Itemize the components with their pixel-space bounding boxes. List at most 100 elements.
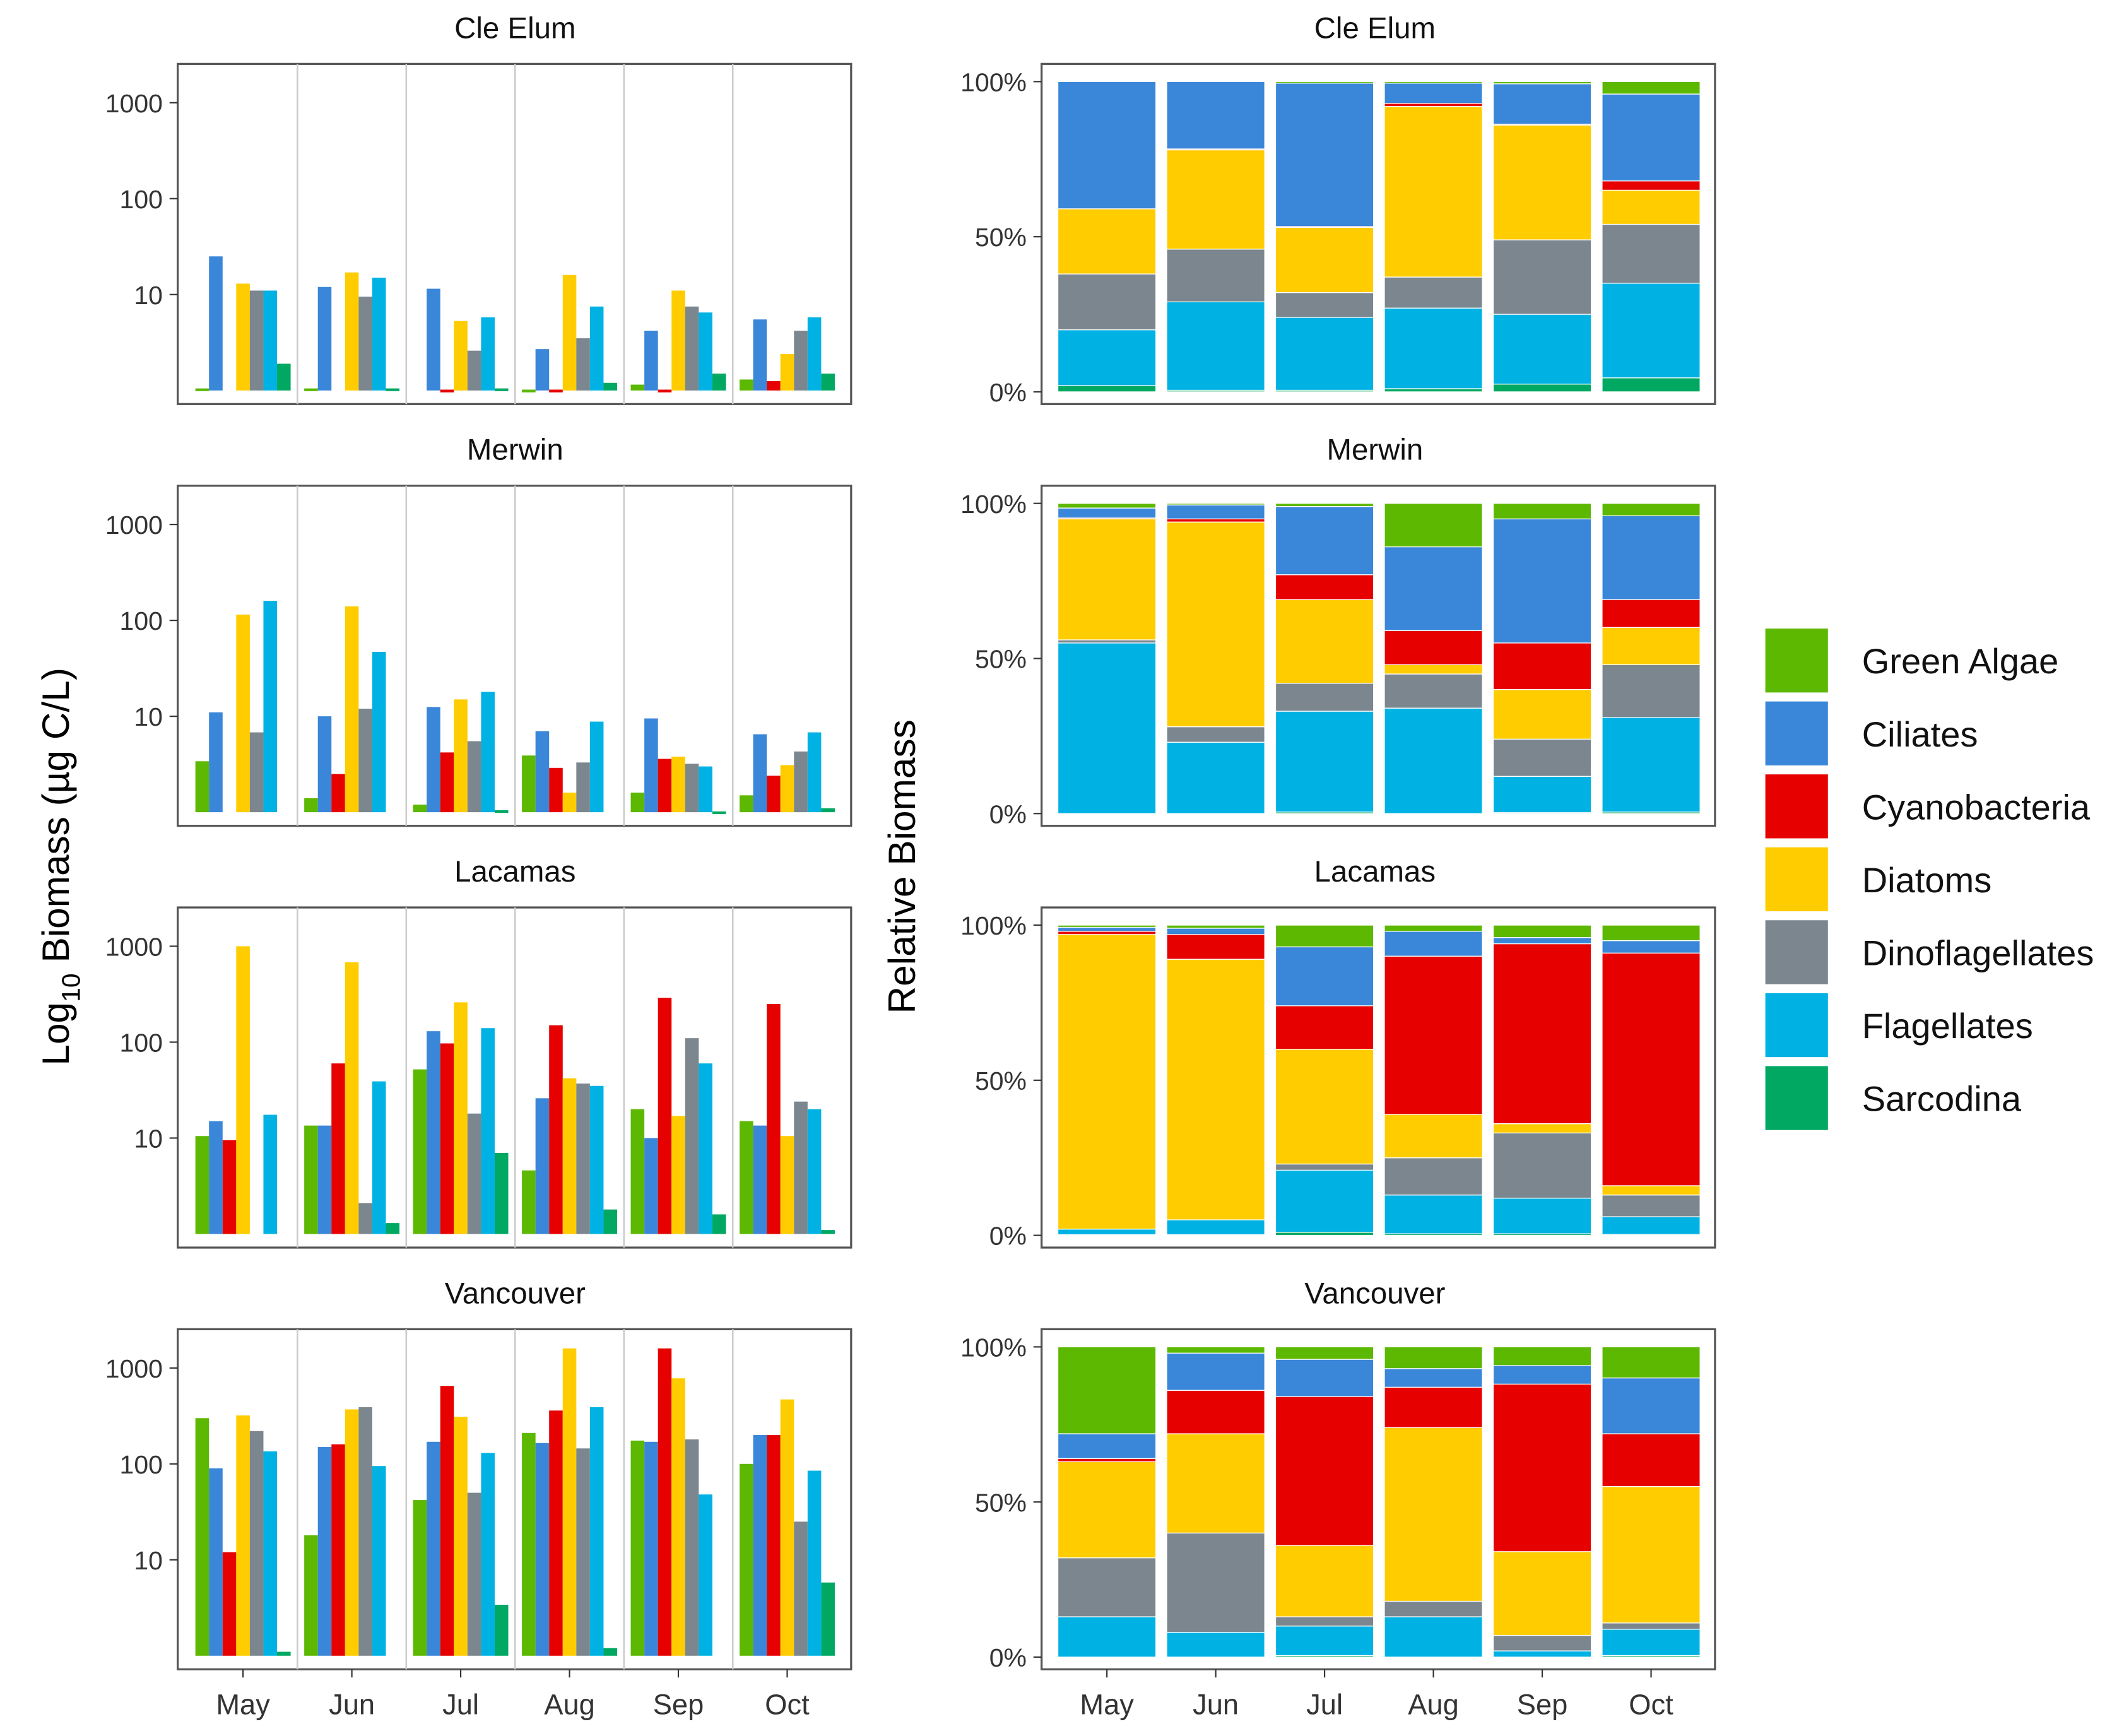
stack-diatoms (1492, 1123, 1592, 1134)
stack-green-algae (1057, 1346, 1157, 1434)
y-tick-label: 1000 (105, 933, 163, 962)
y-tick-label: 1000 (105, 1354, 163, 1383)
stack-dinoflagellates (1275, 1163, 1374, 1171)
stack-dinoflagellates (1384, 1157, 1483, 1196)
bar-dinoflagellates (794, 751, 808, 813)
stack-diatoms (1492, 1551, 1592, 1636)
x-tick-label: May (1080, 1689, 1134, 1721)
bar-sarcodina (821, 1582, 835, 1656)
stack-dinoflagellates (1275, 1616, 1374, 1627)
bar-cyanobacteria (549, 767, 563, 813)
bar-dinoflagellates (685, 306, 699, 391)
bar-diatoms (671, 290, 685, 391)
bar-diatoms (345, 606, 359, 813)
y-tick-label: 10 (134, 1546, 163, 1575)
stack-diatoms (1384, 106, 1483, 278)
bar-diatoms (780, 353, 794, 391)
stack-diatoms (1166, 149, 1265, 250)
y-tick-label: 0% (989, 378, 1027, 407)
stack-ciliates (1275, 505, 1374, 576)
bar-ciliates (644, 1138, 658, 1234)
bar-diatoms (671, 1116, 685, 1234)
bar-sarcodina (386, 388, 400, 391)
stack-green-algae (1602, 503, 1701, 517)
bar-sarcodina (821, 808, 835, 813)
bar-ciliates (209, 1121, 223, 1234)
x-tick-label: Jun (1193, 1689, 1239, 1721)
x-tick-label: Sep (1517, 1689, 1568, 1721)
y-tick-label: 100 (120, 606, 163, 635)
relative-panel-merwin: Merwin 100% 50% 0% (960, 434, 1716, 829)
stack-cyanobacteria (1057, 1458, 1157, 1462)
stack-cyanobacteria (1384, 630, 1483, 665)
stack-green-algae (1384, 1346, 1483, 1369)
y-tick-label: 1000 (105, 511, 163, 540)
panel-title: Lacamas (1314, 855, 1436, 889)
bar-cyanobacteria (767, 1435, 781, 1656)
stack-cyanobacteria (1166, 1390, 1265, 1434)
bar-flagellates (699, 1494, 712, 1656)
bar-ciliates (317, 1447, 332, 1656)
stack-ciliates (1384, 546, 1483, 631)
x-tick-label: Aug (1408, 1689, 1459, 1721)
bar-cyanobacteria (331, 1444, 345, 1656)
stack-flagellates (1166, 1631, 1265, 1658)
stack-dinoflagellates (1492, 1132, 1592, 1199)
bar-ciliates (209, 712, 223, 813)
stack-green-algae (1602, 1346, 1701, 1379)
stack-cyanobacteria (1602, 180, 1701, 191)
bar-flagellates (807, 317, 822, 391)
bar-green-algae (522, 389, 536, 393)
legend-label: Cyanobacteria (1862, 787, 2091, 827)
stack-cyanobacteria (1057, 931, 1157, 935)
bar-flagellates (699, 1063, 712, 1234)
bar-diatoms (562, 1078, 577, 1234)
log-panel-vancouver: Vancouver 1000 100 10 May Jun Jul Aug Sep Oct (105, 1277, 853, 1721)
bar-flagellates (481, 692, 495, 813)
stack-flagellates (1602, 283, 1701, 379)
stack-flagellates (1492, 1197, 1592, 1234)
stack-green-algae (1166, 924, 1265, 929)
stack-dinoflagellates (1602, 223, 1701, 284)
bar-flagellates (263, 290, 278, 391)
bar-cyanobacteria (440, 752, 454, 813)
bar-green-algae (195, 1418, 209, 1656)
stack-diatoms (1057, 1461, 1157, 1559)
bar-ciliates (317, 286, 332, 391)
bar-dinoflagellates (576, 1448, 590, 1656)
bar-dinoflagellates (576, 762, 590, 813)
bar-ciliates (317, 716, 332, 813)
bar-cyanobacteria (549, 389, 563, 393)
bar-green-algae (522, 755, 536, 813)
stack-ciliates (1602, 93, 1701, 182)
bar-ciliates (535, 1098, 550, 1234)
bar-flagellates (263, 1114, 278, 1234)
bar-flagellates (699, 312, 712, 391)
bar-dinoflagellates (249, 732, 264, 813)
bar-green-algae (413, 1500, 427, 1656)
stack-flagellates (1492, 776, 1592, 813)
bar-sarcodina (821, 1230, 835, 1234)
bar-sarcodina (494, 810, 509, 813)
bar-sarcodina (603, 382, 618, 391)
relative-panel-cle-elum: Cle Elum 100% 50% 0% (960, 11, 1716, 407)
x-tick-label: Jun (329, 1689, 375, 1721)
stack-dinoflagellates (1166, 1532, 1265, 1633)
stack-dinoflagellates (1602, 664, 1701, 718)
bar-dinoflagellates (685, 764, 699, 813)
bar-ciliates (753, 1435, 767, 1656)
bar-ciliates (535, 349, 550, 391)
stack-cyanobacteria (1275, 574, 1374, 600)
bar-diatoms (236, 283, 250, 391)
bar-cyanobacteria (658, 998, 672, 1234)
stack-dinoflagellates (1602, 1195, 1701, 1217)
bar-flagellates (807, 1109, 822, 1234)
bar-green-algae (195, 761, 209, 813)
stack-flagellates (1384, 307, 1483, 389)
stack-dinoflagellates (1602, 1622, 1701, 1630)
panel-title: Vancouver (1304, 1277, 1445, 1310)
log-panel-cle-elum: Cle Elum 1000 100 10 (105, 11, 853, 405)
stack-dinoflagellates (1492, 239, 1592, 315)
bar-green-algae (630, 1109, 645, 1234)
stack-cyanobacteria (1275, 1396, 1374, 1546)
